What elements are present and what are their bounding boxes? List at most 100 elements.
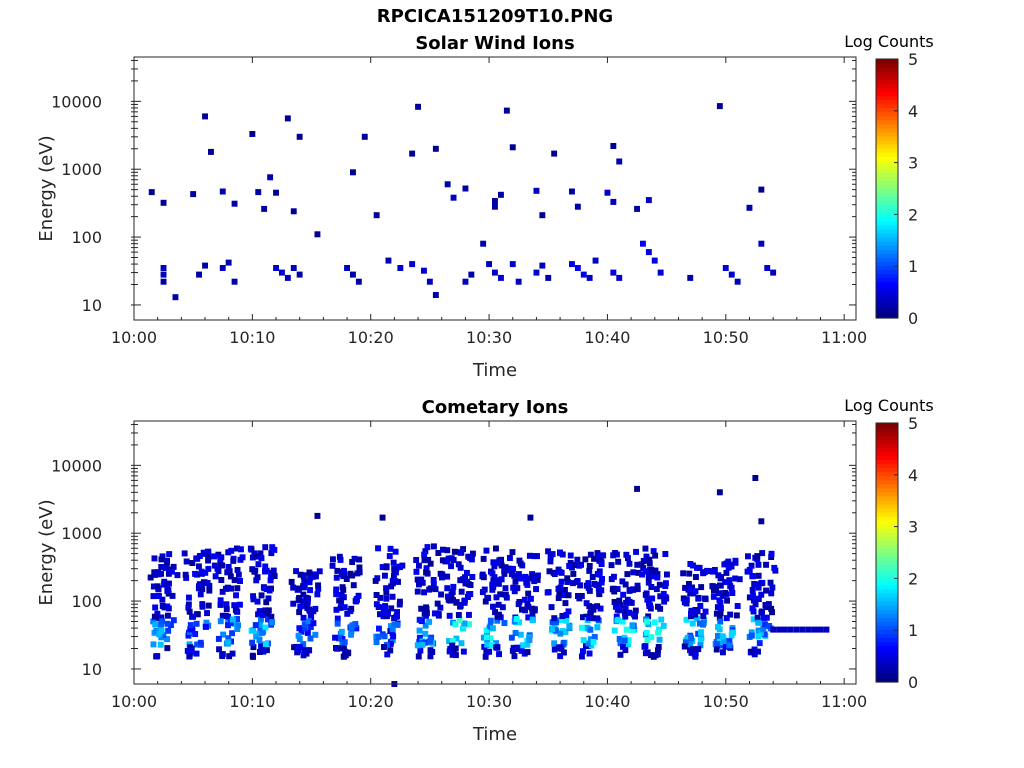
heatmap-cell bbox=[761, 615, 767, 621]
heatmap-cell bbox=[548, 554, 554, 560]
heatmap-cell bbox=[511, 645, 517, 651]
heatmap-cell bbox=[587, 651, 593, 657]
heatmap-cell bbox=[630, 622, 636, 628]
heatmap-cell bbox=[218, 597, 224, 603]
heatmap-cell bbox=[735, 603, 741, 609]
heatmap-cell bbox=[695, 646, 701, 652]
colorbar-segment bbox=[876, 257, 898, 262]
colorbar-segment bbox=[876, 480, 898, 485]
colorbar-segment bbox=[876, 273, 898, 278]
heatmap-cell bbox=[382, 604, 388, 610]
heatmap-cell bbox=[202, 263, 208, 269]
heatmap-cell bbox=[291, 208, 297, 214]
heatmap-cell bbox=[716, 590, 722, 596]
heatmap-cell bbox=[717, 489, 723, 495]
colorbar-segment bbox=[876, 459, 898, 464]
heatmap-cell bbox=[257, 649, 263, 655]
heatmap-cell bbox=[161, 279, 167, 285]
heatmap-cell bbox=[238, 557, 244, 563]
heatmap-cell bbox=[664, 572, 670, 578]
heatmap-cell bbox=[425, 544, 431, 550]
heatmap-cell bbox=[200, 604, 206, 610]
heatmap-cell bbox=[271, 547, 277, 553]
heatmap-cell bbox=[643, 650, 649, 656]
heatmap-cell bbox=[228, 548, 234, 554]
heatmap-cell bbox=[250, 593, 256, 599]
heatmap-cell bbox=[458, 550, 464, 556]
heatmap-cell bbox=[267, 588, 273, 594]
heatmap-cell bbox=[598, 587, 604, 593]
heatmap-cell bbox=[151, 593, 157, 599]
heatmap-cell bbox=[619, 578, 625, 584]
heatmap-cell bbox=[202, 570, 208, 576]
colorbar-segment bbox=[876, 468, 898, 473]
heatmap-cell bbox=[690, 646, 696, 652]
heatmap-cell bbox=[652, 568, 658, 574]
heatmap-cell bbox=[693, 574, 699, 580]
heatmap-cell bbox=[249, 547, 255, 553]
heatmap-cell bbox=[469, 574, 475, 580]
heatmap-cell bbox=[383, 596, 389, 602]
heatmap-cell bbox=[545, 275, 551, 281]
colorbar-segment bbox=[876, 532, 898, 537]
colorbar-segment bbox=[876, 116, 898, 121]
heatmap-cell bbox=[409, 151, 415, 157]
heatmap-cell bbox=[484, 548, 490, 554]
heatmap-cell bbox=[393, 549, 399, 555]
heatmap-cell bbox=[235, 567, 241, 573]
heatmap-cell bbox=[383, 585, 389, 591]
heatmap-cell bbox=[397, 599, 403, 605]
heatmap-cell bbox=[390, 594, 396, 600]
heatmap-cell bbox=[330, 556, 336, 562]
heatmap-cell bbox=[415, 589, 421, 595]
heatmap-cell bbox=[253, 622, 259, 628]
heatmap-cell bbox=[205, 580, 211, 586]
colorbar-segment bbox=[876, 447, 898, 452]
heatmap-cell bbox=[220, 189, 226, 195]
heatmap-cell bbox=[528, 515, 534, 521]
heatmap-cell bbox=[568, 553, 574, 559]
heatmap-cell bbox=[169, 569, 175, 575]
y-tick-label: 1000 bbox=[61, 524, 102, 543]
heatmap-cell bbox=[362, 134, 368, 140]
heatmap-cell bbox=[794, 627, 800, 633]
heatmap-cell bbox=[605, 190, 611, 196]
colorbar-segment bbox=[876, 193, 898, 198]
heatmap-cell bbox=[230, 617, 236, 623]
heatmap-cell bbox=[769, 551, 775, 557]
heatmap-cell bbox=[289, 579, 295, 585]
heatmap-cell bbox=[527, 553, 533, 559]
colorbar-segment bbox=[876, 674, 898, 679]
heatmap-cell bbox=[718, 574, 724, 580]
heatmap-cell bbox=[658, 270, 664, 276]
heatmap-cell bbox=[569, 189, 575, 195]
heatmap-cells bbox=[149, 103, 776, 300]
colorbar-segment bbox=[876, 488, 898, 493]
heatmap-cell bbox=[394, 613, 400, 619]
heatmap-cell bbox=[444, 547, 450, 553]
heatmap-cell bbox=[758, 610, 764, 616]
heatmap-cell bbox=[498, 275, 504, 281]
heatmap-cell bbox=[510, 549, 516, 555]
heatmap-cell bbox=[218, 618, 224, 624]
heatmap-cell bbox=[551, 151, 557, 157]
heatmap-cell bbox=[556, 586, 562, 592]
heatmap-cell bbox=[252, 568, 258, 574]
heatmap-cell bbox=[496, 602, 502, 608]
heatmap-cell bbox=[600, 552, 606, 558]
heatmap-cell bbox=[187, 609, 193, 615]
heatmap-cell bbox=[575, 593, 581, 599]
colorbar-segment bbox=[876, 544, 898, 549]
heatmap-cell bbox=[727, 583, 733, 589]
heatmap-cell bbox=[590, 574, 596, 580]
heatmap-cell bbox=[750, 593, 756, 599]
heatmap-cell bbox=[630, 569, 636, 575]
heatmap-cell bbox=[259, 555, 265, 561]
heatmap-cell bbox=[416, 654, 422, 660]
colorbar-segment bbox=[876, 500, 898, 505]
heatmap-cell bbox=[486, 649, 492, 655]
heatmap-cell bbox=[218, 554, 224, 560]
colorbar-segment bbox=[876, 443, 898, 448]
colorbar-segment bbox=[876, 593, 898, 598]
heatmap-cell bbox=[634, 206, 640, 212]
